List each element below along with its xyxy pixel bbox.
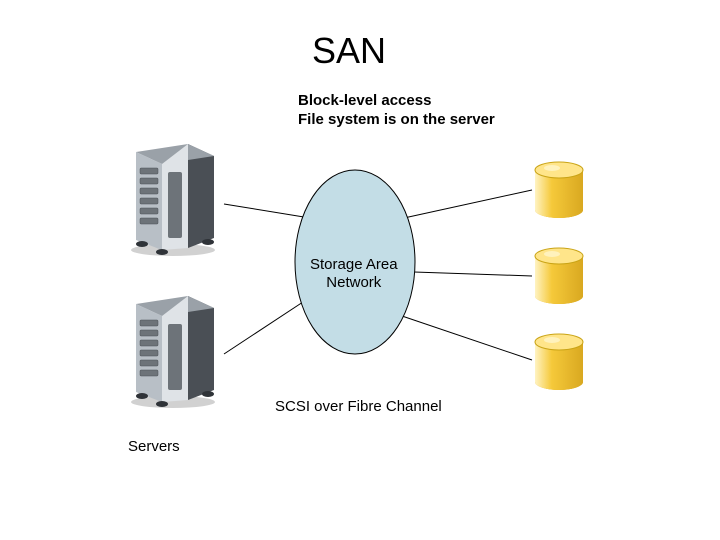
storage-icon <box>530 244 588 306</box>
server-icon <box>118 138 228 258</box>
edge <box>404 190 532 218</box>
edge <box>224 300 306 354</box>
storage-icon <box>530 158 588 220</box>
server-icon <box>118 290 228 410</box>
cloud-label: Storage Area Network <box>310 256 398 292</box>
desc-line1: Block-level access <box>298 92 431 109</box>
edge <box>224 204 310 218</box>
storage-icon <box>530 330 588 392</box>
protocol-label: SCSI over Fibre Channel <box>275 398 442 415</box>
desc-line2: File system is on the server <box>298 111 495 128</box>
description-text: Block-level access File system is on the… <box>298 92 495 130</box>
servers-label: Servers <box>128 438 180 455</box>
edge <box>402 316 532 360</box>
edge <box>414 272 532 276</box>
cloud-label-line2: Network <box>326 274 381 291</box>
page-title: SAN <box>312 30 386 72</box>
cloud-label-line1: Storage Area <box>310 256 398 273</box>
